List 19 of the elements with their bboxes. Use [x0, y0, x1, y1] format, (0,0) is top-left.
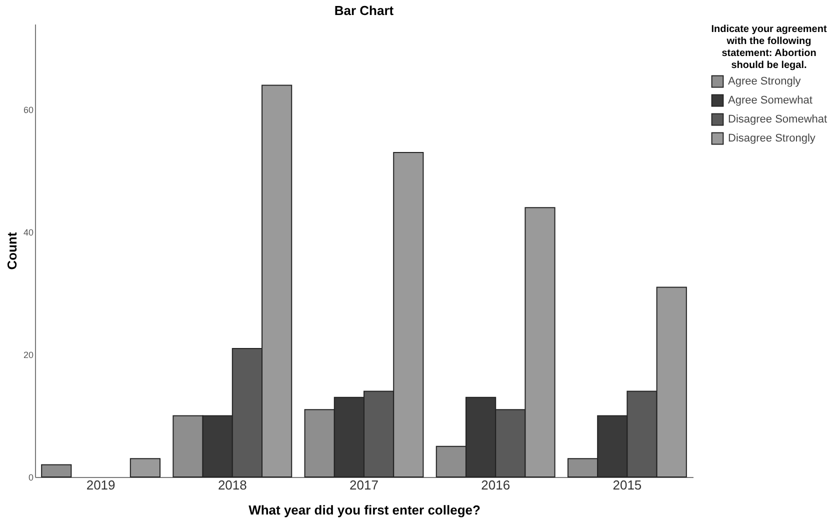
y-tick-label: 40 [23, 228, 34, 238]
x-tick-label: 2017 [350, 478, 378, 492]
x-axis-title: What year did you first enter college? [248, 502, 480, 518]
y-tick-label: 60 [23, 105, 34, 116]
x-tick-label: 2018 [218, 478, 247, 492]
legend-label: Disagree Somewhat [728, 114, 828, 126]
x-tick-label: 2016 [481, 478, 510, 492]
y-tick-label: 20 [23, 350, 34, 360]
x-tick-label: 2015 [612, 478, 642, 492]
chart-title: Bar Chart [334, 3, 394, 18]
legend-label: Agree Strongly [728, 76, 802, 88]
legend-title: Indicate your agreement with the following statement: Abortion should be legal. [711, 24, 828, 71]
y-axis-title: Count [4, 232, 20, 270]
bar [130, 458, 161, 478]
x-tick-label: 2019 [86, 478, 116, 492]
legend-label: Agree Somewhat [728, 94, 812, 106]
y-tick-label: 0 [28, 472, 34, 482]
bar [41, 464, 72, 478]
legend-label: Disagree Strongly [728, 132, 816, 144]
